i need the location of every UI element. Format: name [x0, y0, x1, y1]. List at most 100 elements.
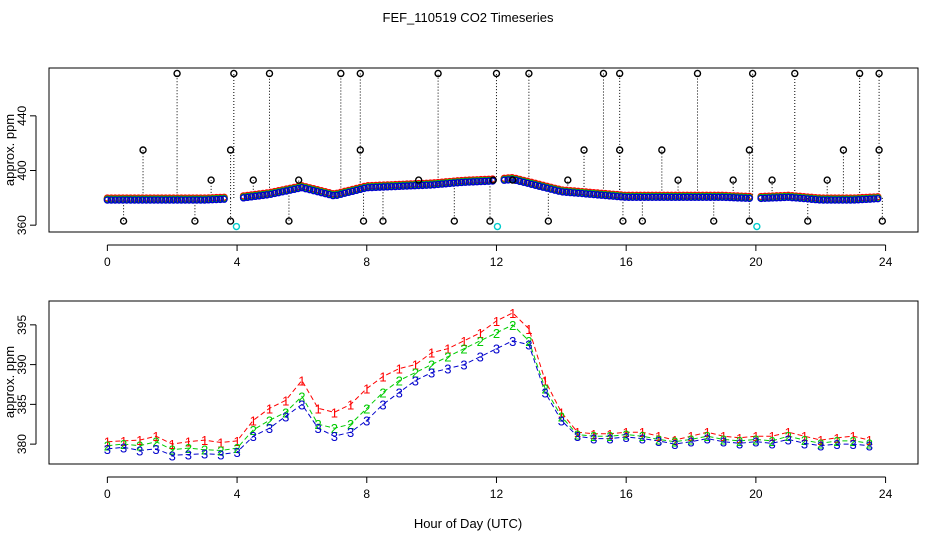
top-series-3-point	[695, 193, 703, 201]
top-series-3-point	[309, 186, 318, 195]
top-series-3-point	[430, 181, 438, 189]
top-series-3-point	[819, 196, 828, 204]
top-series-3-point	[780, 193, 789, 202]
top-x-tick-label: 20	[749, 255, 763, 269]
top-series-3-point	[854, 196, 863, 204]
top-series-3-point	[597, 191, 606, 199]
series-2-label: 2	[671, 435, 678, 450]
top-series-3-point	[364, 183, 372, 192]
top-series-3-point	[127, 196, 135, 204]
top-series-3-point	[337, 190, 345, 198]
top-series-3-point	[835, 196, 843, 204]
top-series-3-point	[325, 190, 333, 199]
top-series-3-point	[660, 193, 668, 201]
top-series-3-point	[177, 196, 185, 204]
top-series-3-point	[461, 178, 470, 186]
series-3-label: 3	[460, 358, 467, 373]
series-3-label: 3	[850, 437, 857, 452]
top-series-3-point	[103, 196, 112, 204]
top-series-3-point	[306, 185, 314, 194]
spike-point	[294, 176, 303, 184]
series-3-label: 3	[201, 447, 208, 462]
bottom-series-lines	[107, 312, 870, 456]
series-2-label: 2	[331, 421, 338, 436]
top-series-3-point	[165, 196, 174, 204]
spike-point	[414, 176, 423, 184]
series-3-label: 3	[509, 334, 516, 349]
series-2-label: 2	[347, 417, 354, 432]
series-3-label: 3	[785, 432, 792, 447]
series-3-label: 3	[363, 413, 370, 428]
series-1-label: 1	[687, 429, 694, 444]
top-series-3-point	[274, 188, 283, 197]
series-1-label: 1	[136, 433, 143, 448]
top-series-3-point	[555, 187, 563, 195]
top-series-3-point	[698, 193, 707, 201]
top-series-3-point	[722, 193, 730, 202]
spike-point	[638, 217, 647, 225]
top-x-tick-label: 12	[490, 255, 504, 269]
top-series-3-point	[107, 196, 115, 204]
top-series-3-point	[807, 195, 816, 203]
top-panel: approx. ppm 0 4 8 12 16 20 24 360 400 440	[2, 67, 919, 269]
top-series-3-point	[675, 193, 684, 201]
top-series-3-point	[804, 195, 812, 203]
top-series-3-point	[710, 193, 719, 201]
series-2-label: 2	[655, 432, 662, 447]
spike-point	[619, 217, 627, 225]
top-series-3-point	[481, 177, 489, 186]
top-series-3-point	[687, 193, 695, 201]
top-series-3-point	[535, 182, 543, 190]
top-x-tick-label: 16	[619, 255, 633, 269]
spike-point	[230, 69, 238, 78]
top-series-3-point	[644, 193, 652, 201]
series-1-label: 1	[736, 431, 743, 446]
top-series-3-point	[446, 179, 454, 188]
spike-point	[804, 217, 812, 225]
series-3-label: 3	[736, 436, 743, 451]
series-3-label: 3	[639, 432, 646, 447]
top-series-3-point	[270, 189, 279, 198]
bottom-y-tick-label: 385	[15, 394, 29, 414]
top-series-3-point	[302, 185, 310, 193]
spike-point	[745, 217, 754, 225]
series-2-label: 2	[104, 439, 111, 454]
top-series-3-point	[150, 196, 158, 204]
top-x-tick-label: 4	[234, 255, 241, 269]
top-series-3-point	[605, 192, 614, 200]
top-series-3-point	[368, 183, 376, 192]
series-2-label: 2	[850, 434, 857, 449]
top-series-3-point	[204, 196, 213, 204]
top-series-3-point	[383, 183, 392, 191]
top-series-3-point	[769, 194, 777, 202]
series-2-label: 2	[541, 381, 548, 396]
top-series-3-point	[185, 196, 193, 204]
spike-point	[119, 217, 128, 225]
top-series-3-point	[582, 190, 590, 198]
spike-point	[356, 69, 364, 78]
top-series-3-point	[617, 193, 625, 201]
series-2-label: 2	[525, 334, 532, 349]
top-series-3-point	[391, 182, 400, 191]
top-series-3-point	[181, 196, 189, 204]
series-3-label: 3	[298, 397, 305, 412]
spike-point	[492, 69, 501, 78]
series-1-label: 1	[525, 322, 532, 337]
top-series-3-point	[842, 196, 851, 204]
series-2-label: 2	[752, 432, 759, 447]
top-series-3-point	[321, 189, 329, 198]
top-series-3-point	[796, 194, 804, 202]
top-series-3-point	[788, 193, 796, 202]
spike-point	[875, 146, 883, 154]
top-series-3-point	[146, 196, 154, 204]
top-series-3-point	[267, 190, 275, 198]
series-3-label: 3	[428, 366, 435, 381]
series-1-label: 1	[331, 405, 338, 420]
series-3-label: 3	[315, 421, 322, 436]
top-series-3-point	[671, 193, 680, 201]
series-3-label: 3	[623, 430, 630, 445]
series-3-label: 3	[120, 440, 127, 455]
spike-point	[823, 176, 831, 184]
series-2-label: 2	[282, 405, 289, 420]
